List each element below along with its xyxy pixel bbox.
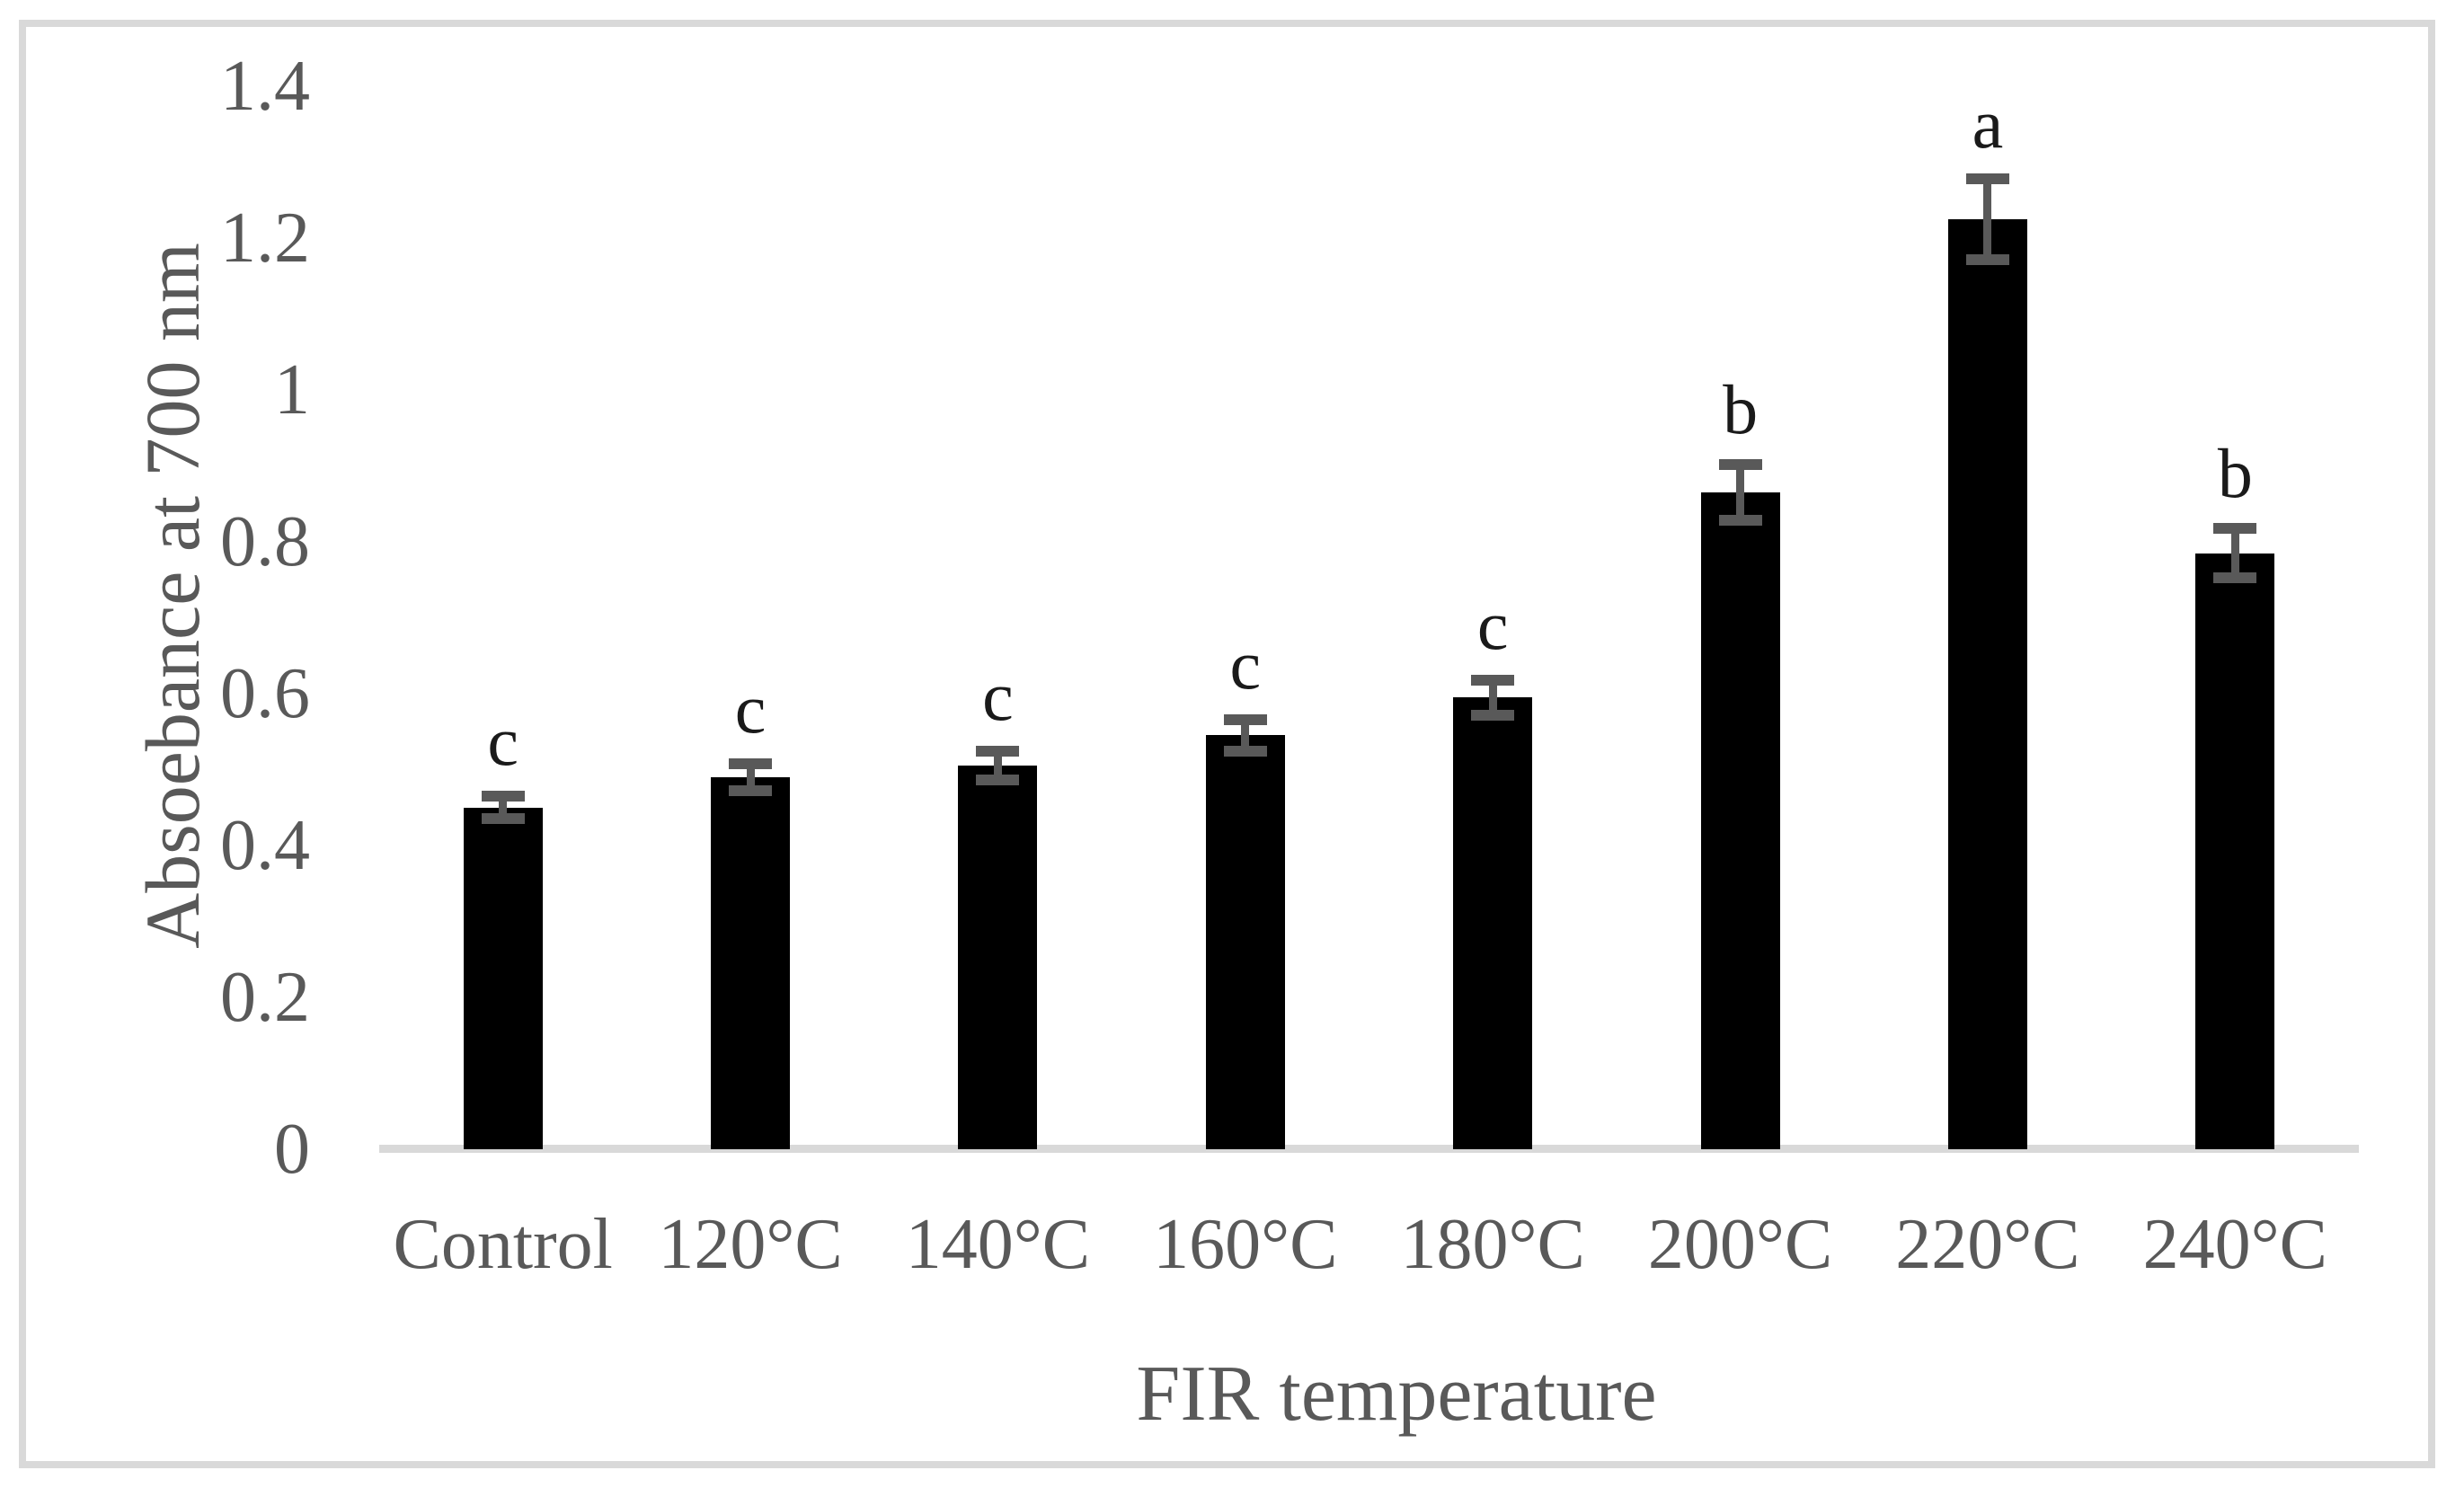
x-category-label: 120°C	[658, 1205, 843, 1284]
x-category-label: 160°C	[1153, 1205, 1338, 1284]
x-category-label: 240°C	[2142, 1205, 2327, 1284]
y-tick-label: 0.2	[220, 958, 310, 1037]
x-category-label: 140°C	[905, 1205, 1091, 1284]
error-bar-cap-top	[1471, 674, 1515, 686]
bar	[958, 766, 1038, 1149]
significance-letter: c	[1229, 624, 1262, 704]
error-bar-cap-bottom	[729, 785, 773, 797]
significance-letter: c	[734, 669, 767, 748]
x-axis-title: FIR temperature	[1136, 1351, 1657, 1438]
error-bar-stem	[2230, 522, 2239, 584]
x-category-label: Control	[393, 1205, 613, 1284]
x-category-label: 180°C	[1400, 1205, 1585, 1284]
error-bar-stem	[1241, 713, 1250, 757]
bar	[2195, 553, 2275, 1149]
error-bar-stem	[746, 757, 755, 797]
error-bar-stem	[499, 791, 508, 825]
error-bar-stem	[993, 746, 1002, 786]
y-tick-label: 0	[274, 1110, 310, 1189]
y-tick-label: 1.4	[220, 47, 310, 126]
significance-letter: b	[2217, 433, 2253, 512]
error-bar-cap-top	[1718, 458, 1762, 470]
significance-letter: c	[1476, 585, 1509, 664]
y-tick-label: 1	[274, 350, 310, 430]
y-tick-label: 0.6	[220, 654, 310, 733]
error-bar-cap-bottom	[976, 775, 1020, 786]
y-tick-label: 1.2	[220, 199, 310, 278]
significance-letter: a	[1972, 84, 2004, 164]
bar	[1453, 697, 1533, 1149]
error-bar-cap-top	[1965, 173, 2009, 185]
error-bar-cap-bottom	[1718, 515, 1762, 527]
bar	[1947, 218, 2027, 1149]
error-bar-cap-bottom	[1965, 253, 2009, 265]
error-bar-cap-top	[729, 757, 773, 769]
error-bar-cap-bottom	[481, 813, 525, 825]
bar	[711, 776, 791, 1149]
significance-letter: b	[1723, 369, 1759, 448]
significance-letter: c	[982, 657, 1014, 736]
error-bar-stem	[1983, 173, 1992, 265]
error-bar-cap-top	[976, 746, 1020, 757]
significance-letter: c	[487, 702, 519, 781]
error-bar-cap-top	[2213, 522, 2257, 534]
bar	[463, 807, 543, 1149]
y-tick-label: 0.8	[220, 502, 310, 581]
x-category-label: 220°C	[1895, 1205, 2080, 1284]
error-bar-cap-top	[481, 791, 525, 802]
error-bar-cap-bottom	[2213, 572, 2257, 584]
error-bar-cap-bottom	[1471, 709, 1515, 721]
error-bar-cap-bottom	[1223, 746, 1267, 757]
y-tick-label: 0.4	[220, 806, 310, 885]
bar	[1205, 735, 1285, 1149]
x-axis-line	[379, 1145, 2359, 1153]
error-bar-cap-top	[1223, 713, 1267, 725]
error-bar-stem	[1488, 674, 1497, 721]
x-category-label: 200°C	[1647, 1205, 1833, 1284]
bar	[1700, 492, 1780, 1149]
error-bar-stem	[1736, 458, 1745, 527]
